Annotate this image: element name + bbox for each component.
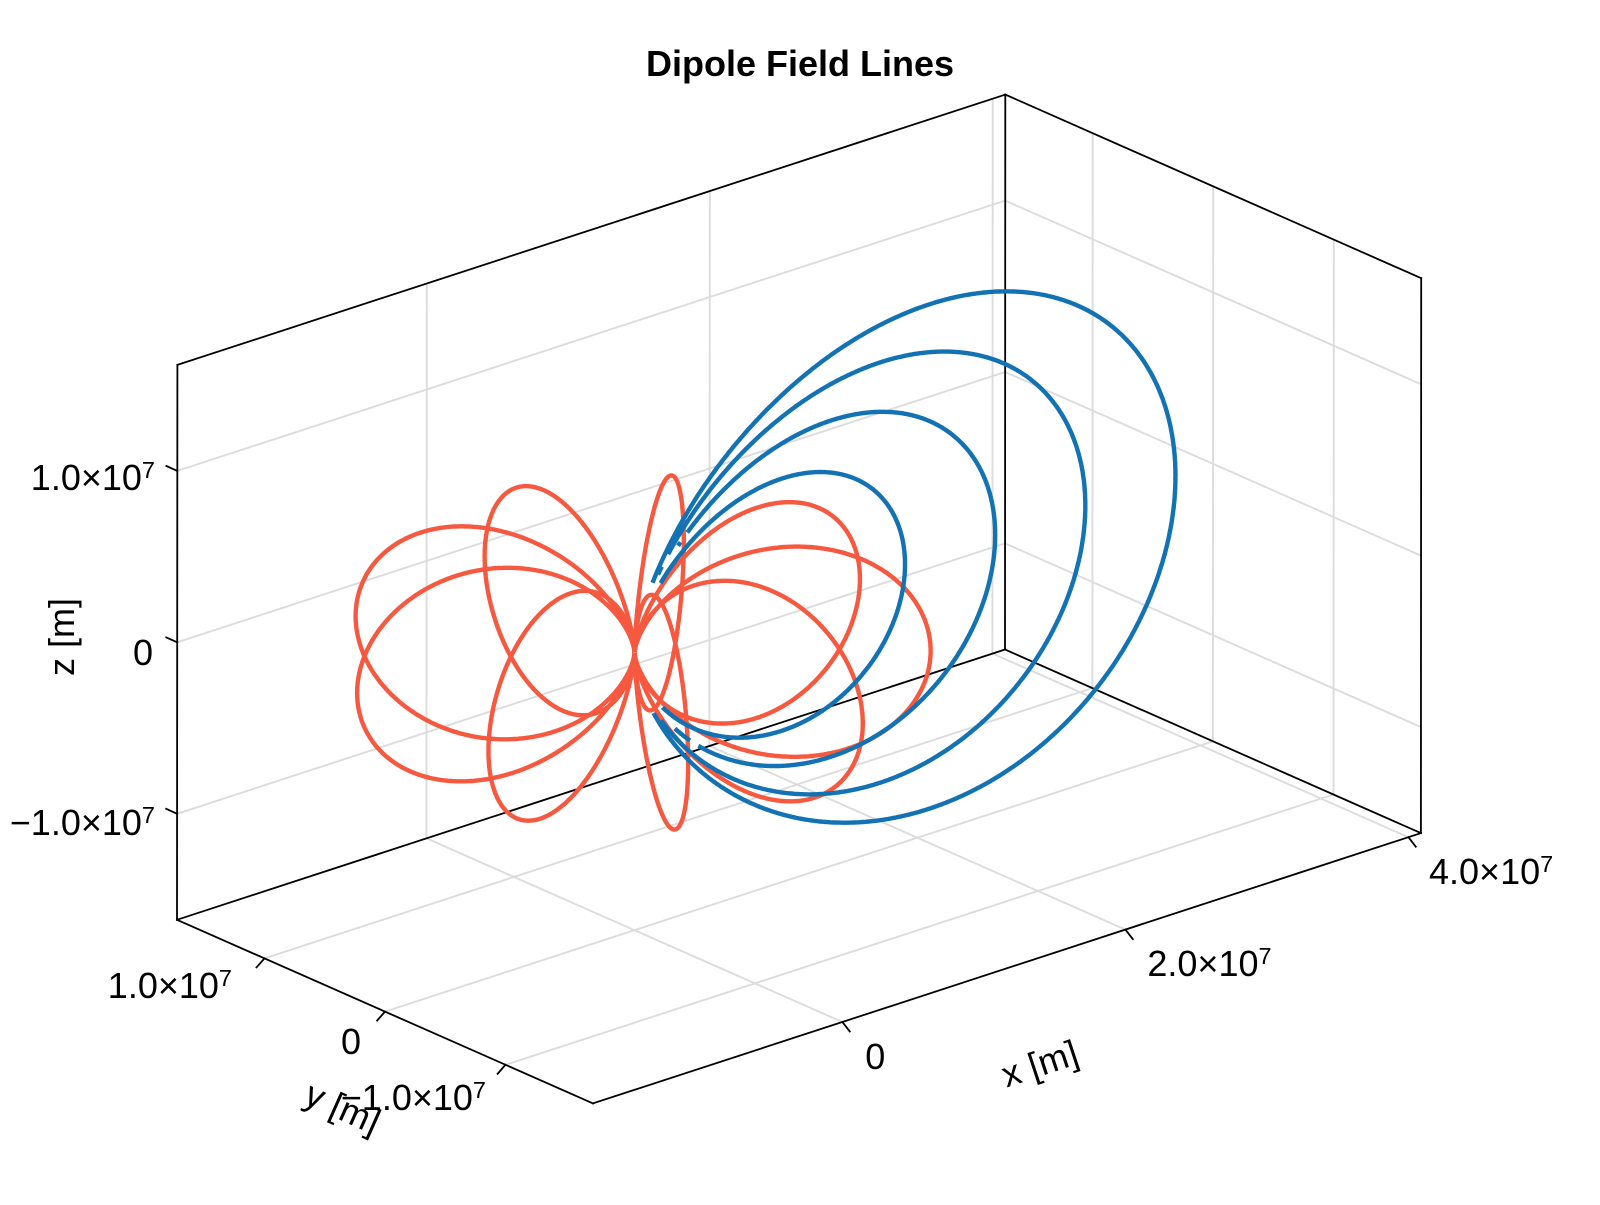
svg-text:−1.0×107: −1.0×107 [10, 802, 155, 843]
svg-text:−1.0×107: −1.0×107 [341, 1077, 486, 1118]
svg-text:0: 0 [865, 1036, 885, 1077]
svg-text:Dipole Field Lines: Dipole Field Lines [646, 43, 954, 84]
svg-text:0: 0 [133, 632, 153, 673]
svg-text:2.0×107: 2.0×107 [1147, 943, 1271, 984]
svg-text:1.0×107: 1.0×107 [31, 457, 155, 498]
svg-text:4.0×107: 4.0×107 [1429, 851, 1553, 892]
svg-text:1.0×107: 1.0×107 [108, 965, 232, 1006]
svg-text:0: 0 [341, 1021, 361, 1062]
svg-text:z [m]: z [m] [41, 598, 82, 676]
